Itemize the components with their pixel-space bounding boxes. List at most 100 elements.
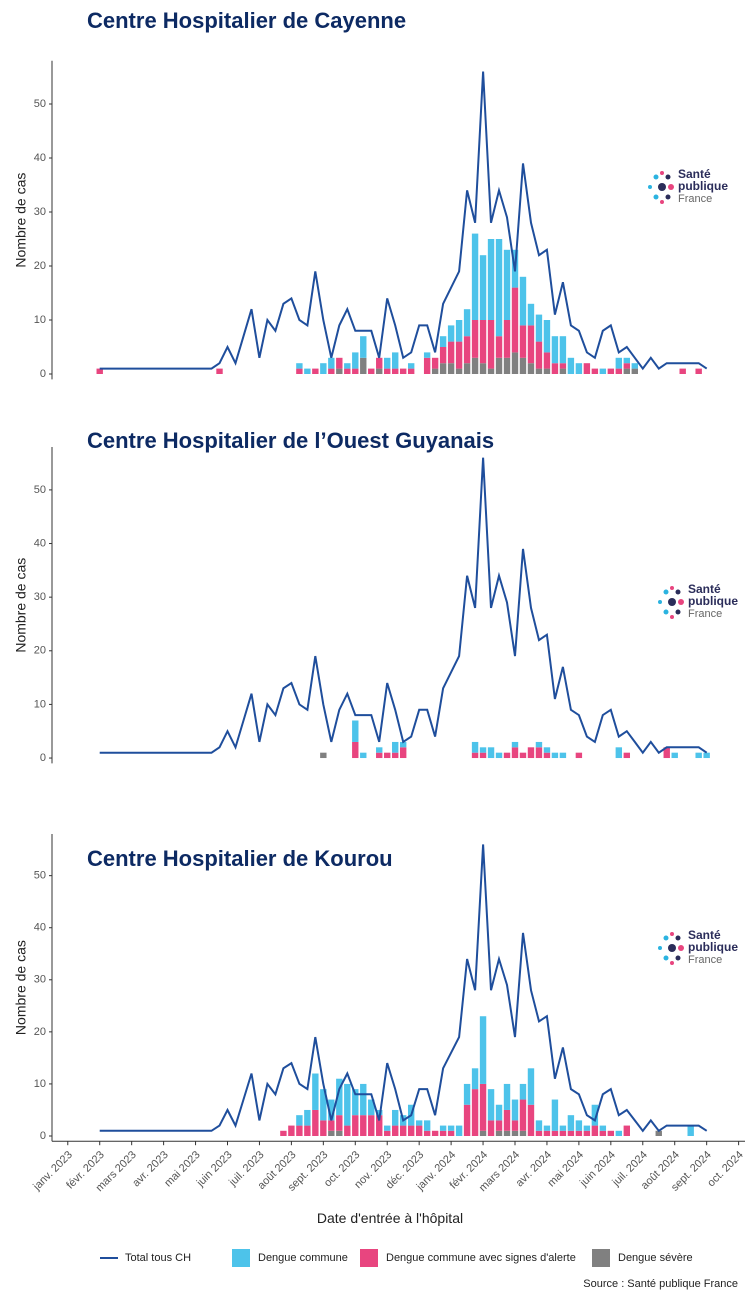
logo-dot <box>653 174 659 180</box>
logo-dot <box>663 609 669 615</box>
bar <box>551 336 559 364</box>
logo-text: Santé <box>678 167 711 181</box>
logo-dot <box>658 183 666 191</box>
bar <box>583 1130 591 1136</box>
y-tick-label: 0 <box>40 752 46 764</box>
bar <box>471 1068 479 1090</box>
bar <box>527 747 535 759</box>
logo-dot <box>658 946 662 950</box>
logo-dot <box>670 615 674 619</box>
bar <box>328 1130 335 1136</box>
bar <box>623 1125 631 1136</box>
logo-dot <box>648 185 652 189</box>
bar <box>392 752 399 759</box>
logo-text: France <box>678 193 712 205</box>
bar <box>487 368 495 374</box>
bar <box>519 357 527 374</box>
bar <box>336 368 343 374</box>
bar <box>519 1099 527 1131</box>
bar <box>447 1130 455 1136</box>
bar <box>503 320 511 358</box>
bar <box>599 1130 607 1136</box>
bar <box>336 1115 343 1131</box>
bar <box>407 363 415 369</box>
logo-dot <box>660 200 664 204</box>
bar <box>415 1125 423 1136</box>
logo-text: publique <box>678 179 728 193</box>
bar <box>415 1120 423 1126</box>
bar <box>431 1130 439 1136</box>
bar <box>495 239 503 337</box>
bar <box>487 1120 495 1136</box>
bar <box>439 1125 447 1131</box>
bar <box>296 1115 303 1126</box>
bar <box>463 1104 471 1136</box>
logo-text: Santé <box>688 928 721 942</box>
x-axis-title: Date d'entrée à l'hôpital <box>317 1210 463 1226</box>
bar <box>567 357 575 374</box>
bar <box>559 752 567 759</box>
y-tick-label: 40 <box>34 537 46 549</box>
bar <box>463 363 471 374</box>
bar <box>543 352 551 369</box>
legend-swatch <box>592 1249 610 1267</box>
bar <box>304 368 311 374</box>
logo-dot <box>668 598 676 606</box>
bar <box>312 1109 319 1136</box>
bar <box>423 352 431 358</box>
bar <box>535 1130 543 1136</box>
total-line <box>99 71 708 371</box>
bar <box>463 309 471 337</box>
bar <box>535 741 543 748</box>
bar <box>591 1125 599 1136</box>
total-line <box>99 457 708 755</box>
bar <box>296 368 303 374</box>
y-tick-label: 0 <box>40 1130 46 1142</box>
y-tick-label: 30 <box>34 206 46 218</box>
bar <box>551 752 559 759</box>
bar <box>439 1130 447 1136</box>
logo-dot <box>675 955 681 961</box>
logo-dot <box>663 955 669 961</box>
bar <box>655 1130 662 1136</box>
bar <box>479 1016 487 1084</box>
logo-dot <box>658 600 662 604</box>
bar <box>407 1125 415 1136</box>
bar <box>376 747 383 753</box>
bar <box>336 1078 343 1116</box>
logo-text: Santé <box>688 582 721 596</box>
bar <box>392 352 399 369</box>
logo-dot <box>668 184 674 190</box>
panel-title: Centre Hospitalier de Cayenne <box>87 8 406 33</box>
bar <box>615 368 623 374</box>
bar <box>559 363 567 369</box>
bar <box>495 336 503 358</box>
bar <box>631 363 638 369</box>
logo-dot <box>670 586 674 590</box>
bar <box>312 368 319 374</box>
bar <box>479 1130 487 1136</box>
bar <box>559 368 567 374</box>
bar <box>679 368 686 374</box>
bar <box>447 341 455 364</box>
bar <box>567 1115 575 1131</box>
bar <box>96 368 103 374</box>
bar <box>631 368 638 374</box>
bar <box>384 357 391 369</box>
y-tick-label: 0 <box>40 368 46 380</box>
bar <box>328 357 335 369</box>
y-tick-label: 40 <box>34 152 46 164</box>
bar <box>695 368 702 374</box>
bar <box>535 1120 543 1131</box>
bar <box>511 741 519 748</box>
bar <box>463 1083 471 1105</box>
bar <box>615 747 623 759</box>
bar <box>559 1130 567 1136</box>
bar <box>487 1089 495 1121</box>
logo-dot <box>668 944 676 952</box>
bar <box>368 368 375 374</box>
bar <box>384 1125 391 1131</box>
bar <box>551 1099 559 1131</box>
bar <box>503 1130 511 1136</box>
bar <box>336 357 343 369</box>
